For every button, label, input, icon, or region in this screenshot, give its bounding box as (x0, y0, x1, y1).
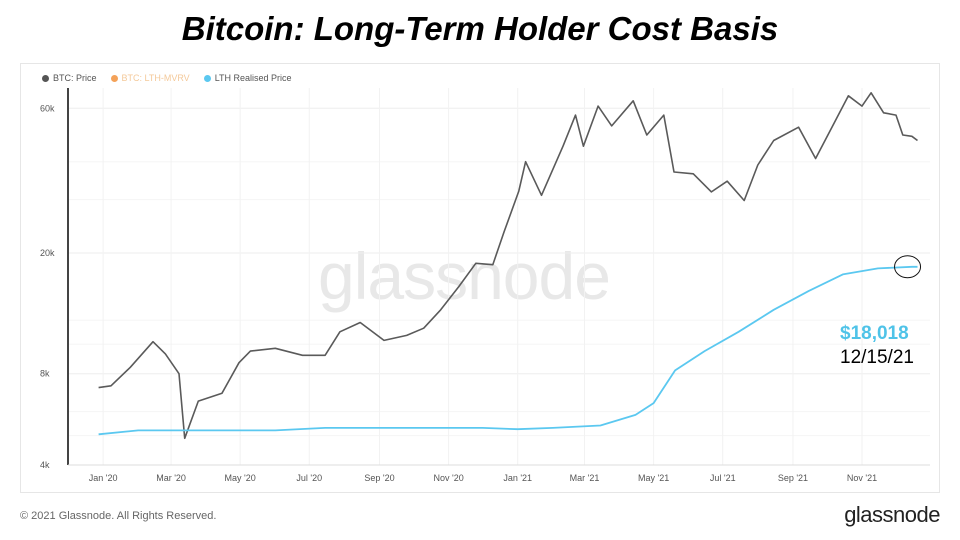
x-tick-label: May '21 (638, 473, 669, 483)
x-tick-label: Mar '21 (570, 473, 600, 483)
legend-item-btc-price[interactable]: BTC: Price (42, 73, 97, 83)
legend-swatch-lth-realised (203, 74, 211, 82)
legend-label-lth-realised: LTH Realised Price (214, 73, 292, 83)
brand-logo: glassnode (844, 502, 940, 527)
x-tick-label: Jul '20 (296, 473, 322, 483)
chart-title: Bitcoin: Long-Term Holder Cost Basis (181, 10, 779, 47)
watermark-logo: glassnode (318, 239, 611, 313)
legend-swatch-lth-mvrv (110, 74, 118, 82)
highlight-circle (894, 255, 922, 279)
y-tick-label: 8k (40, 369, 50, 379)
series-lth-realised-line (98, 265, 918, 436)
legend-label-btc-price: BTC: Price (53, 73, 97, 83)
x-tick-label: Mar '20 (156, 473, 186, 483)
x-tick-label: Sep '21 (778, 473, 808, 483)
x-tick-label: Jan '20 (89, 473, 118, 483)
y-tick-label: 4k (40, 460, 50, 470)
chart-panel (20, 63, 940, 493)
callout-date: 12/15/21 (840, 347, 914, 368)
x-tick-label: Nov '21 (847, 473, 877, 483)
x-tick-label: Sep '20 (364, 473, 394, 483)
legend-label-lth-mvrv: BTC: LTH-MVRV (121, 73, 190, 83)
x-tick-label: Jul '21 (710, 473, 736, 483)
series-btc-price-line (98, 92, 918, 440)
chart-legend: BTC: Price BTC: LTH-MVRV LTH Realised Pr… (42, 73, 292, 83)
y-tick-label: 20k (40, 248, 55, 258)
x-tick-label: Nov '20 (433, 473, 463, 483)
legend-swatch-btc-price (42, 74, 49, 82)
x-tick-label: May '20 (225, 473, 256, 483)
y-tick-label: 60k (40, 103, 55, 113)
x-tick-label: Jan '21 (503, 473, 532, 483)
copyright-text: © 2021 Glassnode. All Rights Reserved. (20, 510, 217, 522)
legend-item-lth-mvrv[interactable]: BTC: LTH-MVRV (110, 73, 190, 83)
callout-price: $18,018 (840, 323, 909, 344)
legend-item-lth-realised[interactable]: LTH Realised Price (203, 73, 292, 83)
